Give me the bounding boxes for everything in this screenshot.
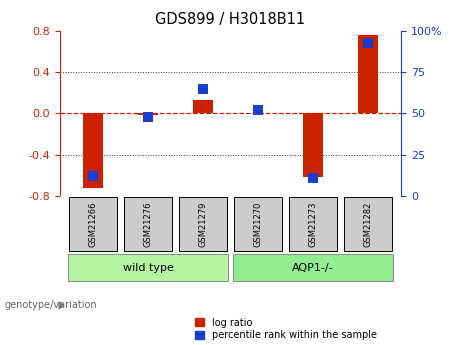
Text: GSM21279: GSM21279 (199, 201, 207, 247)
FancyBboxPatch shape (344, 197, 392, 251)
Polygon shape (59, 302, 64, 309)
FancyBboxPatch shape (234, 197, 282, 251)
Title: GDS899 / H3018B11: GDS899 / H3018B11 (155, 12, 306, 27)
Point (309, 175, 317, 180)
FancyBboxPatch shape (69, 197, 117, 251)
Bar (359, 35, 378, 114)
Point (364, 40, 372, 45)
Text: GSM21282: GSM21282 (364, 201, 372, 247)
Point (144, 114, 152, 119)
FancyBboxPatch shape (68, 254, 228, 282)
Point (89, 173, 97, 179)
Bar (303, 114, 323, 177)
Bar (193, 100, 213, 114)
Point (254, 107, 262, 113)
Point (199, 86, 207, 91)
Text: AQP1-/-: AQP1-/- (292, 263, 334, 273)
Text: GSM21273: GSM21273 (308, 201, 318, 247)
Text: GSM21276: GSM21276 (143, 201, 153, 247)
FancyBboxPatch shape (233, 254, 393, 282)
Text: GSM21266: GSM21266 (89, 201, 97, 247)
Legend: log ratio, percentile rank within the sample: log ratio, percentile rank within the sa… (195, 318, 377, 340)
Text: wild type: wild type (123, 263, 173, 273)
Bar (138, 114, 158, 116)
Bar (83, 114, 103, 188)
FancyBboxPatch shape (289, 197, 337, 251)
FancyBboxPatch shape (179, 197, 227, 251)
Text: genotype/variation: genotype/variation (5, 300, 97, 310)
Text: GSM21270: GSM21270 (254, 201, 262, 247)
FancyBboxPatch shape (124, 197, 172, 251)
